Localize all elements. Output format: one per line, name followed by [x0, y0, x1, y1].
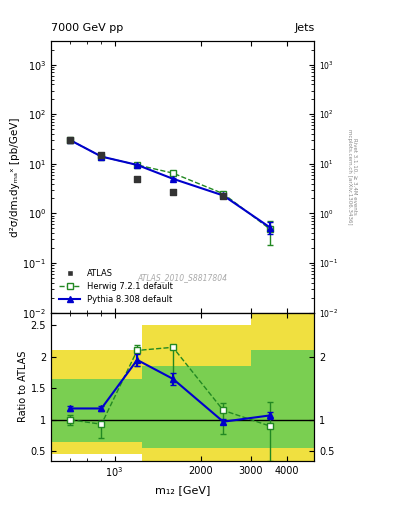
- Y-axis label: Ratio to ATLAS: Ratio to ATLAS: [18, 351, 28, 422]
- Y-axis label: Rivet 3.1.10, ≥ 3.4M events
mcplots.cern.ch [arXiv:1306.3436]: Rivet 3.1.10, ≥ 3.4M events mcplots.cern…: [347, 129, 358, 225]
- ATLAS: [134, 175, 140, 183]
- X-axis label: m₁₂ [GeV]: m₁₂ [GeV]: [155, 485, 210, 495]
- ATLAS: [170, 188, 176, 196]
- ATLAS: [67, 136, 73, 144]
- Text: Jets: Jets: [294, 23, 314, 33]
- ATLAS: [98, 151, 105, 159]
- Text: 7000 GeV pp: 7000 GeV pp: [51, 23, 123, 33]
- Y-axis label: d²σ/dm₁dyₘₐˣ [pb/GeV]: d²σ/dm₁dyₘₐˣ [pb/GeV]: [9, 117, 20, 237]
- Text: ATLAS_2010_S8817804: ATLAS_2010_S8817804: [138, 273, 228, 282]
- ATLAS: [220, 193, 226, 201]
- Legend: ATLAS, Herwig 7.2.1 default, Pythia 8.308 default: ATLAS, Herwig 7.2.1 default, Pythia 8.30…: [55, 265, 177, 308]
